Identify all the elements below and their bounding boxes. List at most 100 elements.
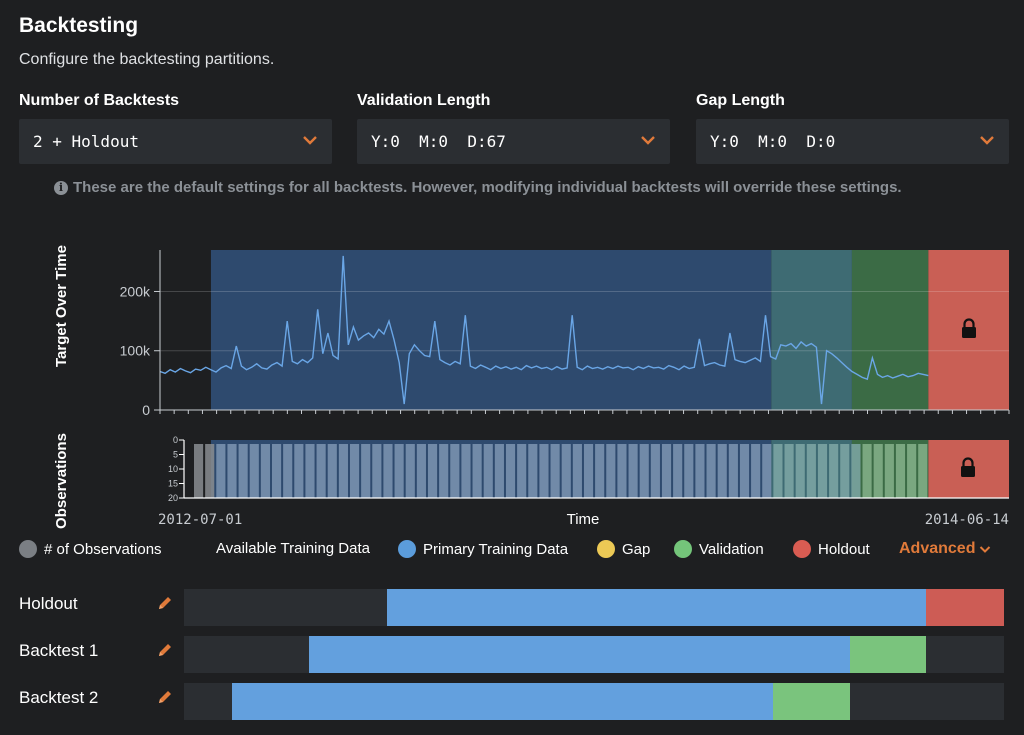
observation-bar xyxy=(862,444,872,498)
chevron-down-icon xyxy=(303,136,317,145)
backtest-segment xyxy=(387,589,927,626)
observation-bar xyxy=(405,444,415,498)
observation-bar xyxy=(595,444,605,498)
observation-bar xyxy=(539,444,549,498)
observation-bar xyxy=(550,444,560,498)
advanced-label: Advanced xyxy=(899,540,976,557)
observation-bar xyxy=(650,444,660,498)
observation-bar xyxy=(394,444,404,498)
target-series-line xyxy=(159,255,929,405)
observation-bar xyxy=(829,444,839,498)
observation-bar xyxy=(450,444,460,498)
backtest-segment xyxy=(772,683,850,720)
chevron-down-icon xyxy=(980,545,991,553)
legend-label: Holdout xyxy=(818,540,870,558)
observation-bar xyxy=(817,444,828,498)
observation-bar xyxy=(895,444,906,498)
observation-bar xyxy=(762,444,772,498)
backtest-segment xyxy=(849,636,927,673)
observation-bar xyxy=(294,444,304,498)
page-title: Backtesting xyxy=(19,14,139,37)
observation-bar xyxy=(661,444,672,498)
observation-bar xyxy=(728,444,738,498)
observation-bar xyxy=(205,444,215,498)
observation-bar xyxy=(617,444,627,498)
legend-label: Validation xyxy=(699,540,764,558)
observations-y-tick-label: 10 xyxy=(168,464,178,474)
validation-length-select[interactable]: Y:0 M:0 D:67 xyxy=(357,119,670,164)
observation-bar xyxy=(884,444,894,498)
lock-icon xyxy=(961,457,975,477)
pencil-icon[interactable] xyxy=(156,688,174,706)
observation-bar xyxy=(271,444,282,498)
advanced-toggle[interactable]: Advanced xyxy=(899,540,991,558)
y-tick-label: 100k xyxy=(120,343,151,359)
backtest-bar-holdout[interactable] xyxy=(184,589,1004,626)
backtest-label-backtest-2: Backtest 2 xyxy=(19,688,99,707)
chevron-down-icon xyxy=(641,136,655,145)
observation-bar xyxy=(260,444,270,498)
observations-y-tick-label: 20 xyxy=(168,493,178,503)
legend-gap: Gap xyxy=(597,540,650,558)
region-validation xyxy=(851,250,929,410)
legend-dot xyxy=(793,540,811,558)
backtest-segment xyxy=(231,683,773,720)
observations-y-tick-label: 15 xyxy=(168,479,178,489)
observation-bar xyxy=(739,444,750,498)
observation-bar xyxy=(695,444,705,498)
backtest-bar-backtest-1[interactable] xyxy=(184,636,1004,673)
observation-bar xyxy=(907,444,917,498)
legend-label: # of Observations xyxy=(44,540,162,558)
observation-bar xyxy=(505,444,516,498)
observations-axis-label: Observations xyxy=(53,433,70,529)
backtest-chart: 200k 100k 0 0 5 10 15 20 Target Over Time Obser… xyxy=(53,245,1010,529)
region-primary-training-data xyxy=(210,250,772,410)
x-axis-label: Time xyxy=(567,511,600,528)
legend-label: Available Training Data xyxy=(216,540,370,557)
legend-label: Primary Training Data xyxy=(423,540,569,558)
observation-bar xyxy=(338,444,348,498)
backtest-bar-backtest-2[interactable] xyxy=(184,683,1004,720)
observation-bar xyxy=(416,444,426,498)
region-gap xyxy=(771,250,852,410)
observation-bar xyxy=(561,444,571,498)
observation-bar xyxy=(494,444,504,498)
legend-label: Gap xyxy=(622,540,651,558)
observation-bar xyxy=(606,444,616,498)
legend-dot xyxy=(398,540,416,558)
pencil-icon[interactable] xyxy=(156,594,174,612)
legend-dot xyxy=(19,540,37,558)
legend-holdout: Holdout xyxy=(793,540,870,558)
observation-bar xyxy=(684,444,694,498)
observation-bar xyxy=(461,444,471,498)
number-of-backtests-select[interactable]: 2 + Holdout xyxy=(19,119,332,164)
page-subtitle: Configure the backtesting partitions. xyxy=(19,51,275,68)
observation-bar xyxy=(784,444,794,498)
observation-bar xyxy=(806,444,816,498)
observation-bar xyxy=(372,444,382,498)
observation-bar xyxy=(327,444,337,498)
backtest-label-backtest-1: Backtest 1 xyxy=(19,641,99,660)
legend-available-training: Available Training Data xyxy=(216,540,370,557)
legend-primary-training: Primary Training Data xyxy=(398,540,568,558)
y-axis-label: Target Over Time xyxy=(53,245,70,367)
observation-bar xyxy=(283,444,293,498)
number-of-backtests-label: Number of Backtests xyxy=(19,92,180,109)
observation-bar xyxy=(316,444,326,498)
backtest-label-holdout: Holdout xyxy=(19,594,78,613)
observations-y-tick-label: 0 xyxy=(173,435,178,445)
chevron-down-icon xyxy=(980,136,994,145)
observation-bar xyxy=(840,444,850,498)
gap-length-value: Y:0 M:0 D:0 xyxy=(710,132,836,151)
info-icon: i xyxy=(54,181,68,195)
gap-length-select[interactable]: Y:0 M:0 D:0 xyxy=(696,119,1009,164)
observation-bar xyxy=(216,444,226,498)
backtest-segment xyxy=(308,636,850,673)
observation-bar xyxy=(383,444,393,498)
observation-bar xyxy=(238,444,248,498)
observation-bar xyxy=(673,444,683,498)
settings-note-text: These are the default settings for all b… xyxy=(73,179,902,196)
pencil-icon[interactable] xyxy=(156,641,174,659)
observation-bar xyxy=(361,444,371,498)
observation-bar xyxy=(795,444,805,498)
